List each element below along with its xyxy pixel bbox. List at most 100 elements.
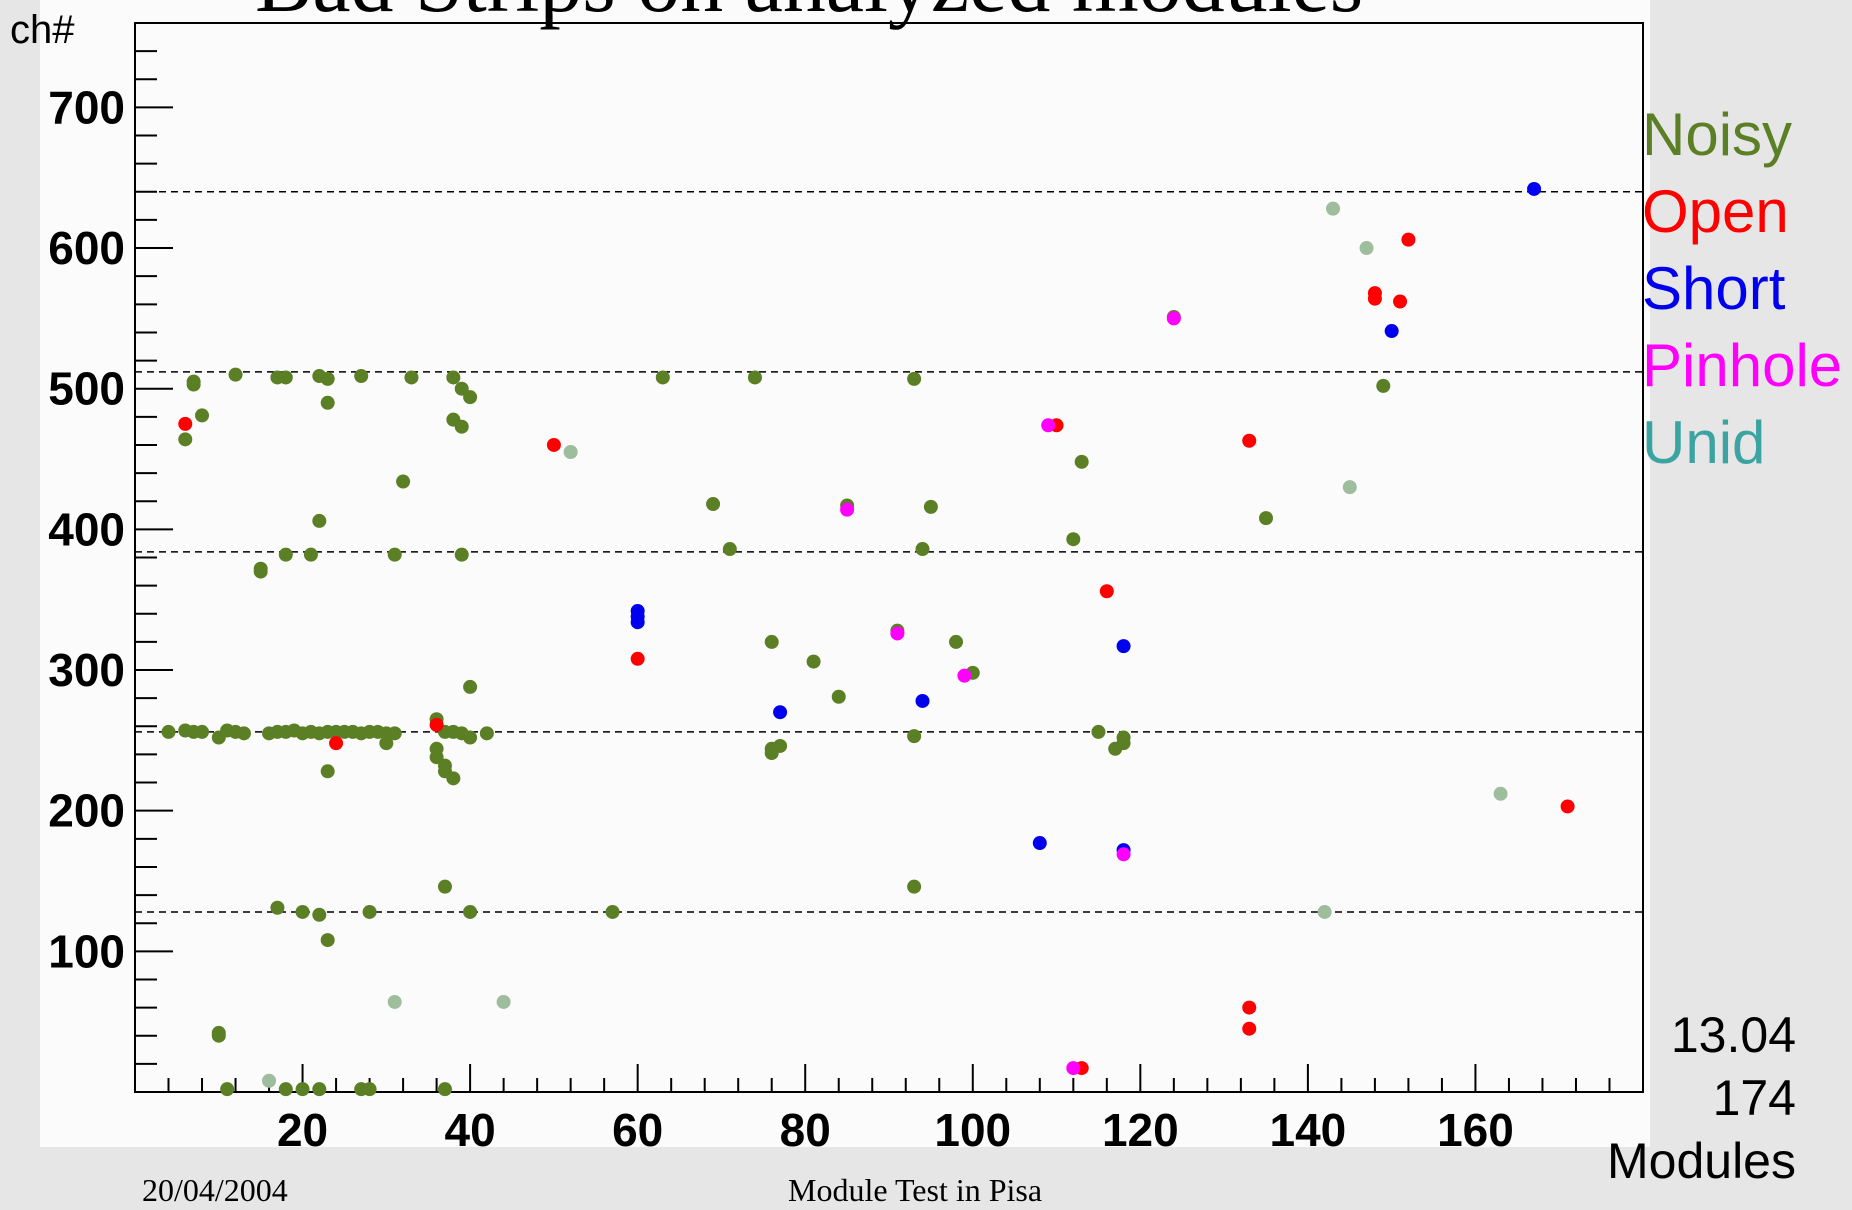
point-unid <box>1493 786 1508 801</box>
point-pinhole <box>1116 847 1131 862</box>
y-tick-label: 400 <box>48 503 125 555</box>
x-tick-label: 80 <box>780 1104 831 1156</box>
point-short <box>1527 181 1542 196</box>
point-unid <box>387 994 402 1009</box>
point-noisy <box>706 497 721 512</box>
point-short <box>773 705 788 720</box>
x-tick-label: 120 <box>1102 1104 1179 1156</box>
point-noisy <box>295 1082 310 1097</box>
plot-frame <box>134 22 1644 1093</box>
point-short <box>1384 324 1399 339</box>
data-points <box>161 181 1575 1097</box>
point-noisy <box>479 726 494 741</box>
point-open <box>1242 1000 1257 1015</box>
point-noisy <box>831 689 846 704</box>
point-noisy <box>320 371 335 386</box>
y-tick-label: 700 <box>48 81 125 133</box>
point-noisy <box>396 474 411 489</box>
point-open <box>429 717 444 732</box>
point-open <box>1560 799 1575 814</box>
y-tick-label: 600 <box>48 222 125 274</box>
legend-item-pinhole: Pinhole <box>1642 332 1843 399</box>
point-noisy <box>454 547 469 562</box>
point-noisy <box>923 499 938 514</box>
point-pinhole <box>890 626 905 641</box>
point-noisy <box>907 371 922 386</box>
point-open <box>178 416 193 431</box>
point-noisy <box>295 904 310 919</box>
point-noisy <box>655 370 670 385</box>
legend: Noisy Open Short Pinhole Unid <box>1642 96 1842 481</box>
point-noisy <box>1074 454 1089 469</box>
point-short <box>915 693 930 708</box>
point-noisy <box>463 730 478 745</box>
legend-item-short: Short <box>1642 255 1786 322</box>
info-count: 174 <box>1712 1070 1796 1126</box>
point-unid <box>262 1073 277 1088</box>
point-noisy <box>195 724 210 739</box>
point-open <box>1401 232 1416 247</box>
point-noisy <box>320 395 335 410</box>
point-noisy <box>303 547 318 562</box>
point-open <box>1242 433 1257 448</box>
x-tick-label: 160 <box>1437 1104 1514 1156</box>
point-noisy <box>446 370 461 385</box>
y-tick-label: 100 <box>48 925 125 977</box>
point-noisy <box>362 904 377 919</box>
point-short <box>630 615 645 630</box>
point-open <box>1367 291 1382 306</box>
point-open <box>329 736 344 751</box>
point-noisy <box>379 736 394 751</box>
point-noisy <box>320 764 335 779</box>
footer-date: 20/04/2004 <box>142 1172 288 1208</box>
point-noisy <box>1376 378 1391 393</box>
point-noisy <box>437 879 452 894</box>
point-short <box>1116 639 1131 654</box>
point-noisy <box>907 879 922 894</box>
point-noisy <box>915 542 930 557</box>
point-noisy <box>278 547 293 562</box>
point-unid <box>563 445 578 460</box>
point-noisy <box>228 367 243 382</box>
info-box: 13.04 174 Modules <box>1607 1004 1796 1193</box>
point-noisy <box>463 904 478 919</box>
point-noisy <box>186 377 201 392</box>
point-noisy <box>253 564 268 579</box>
reference-lines <box>135 191 1643 913</box>
point-noisy <box>463 679 478 694</box>
point-noisy <box>270 900 285 915</box>
point-noisy <box>764 634 779 649</box>
point-pinhole <box>1041 418 1056 433</box>
point-pinhole <box>1166 311 1181 326</box>
point-noisy <box>312 907 327 922</box>
footer-center: Module Test in Pisa <box>788 1172 1043 1208</box>
point-noisy <box>949 634 964 649</box>
point-unid <box>1342 480 1357 495</box>
point-noisy <box>312 513 327 528</box>
point-noisy <box>1116 730 1131 745</box>
y-tick-label: 300 <box>48 644 125 696</box>
point-noisy <box>312 1082 327 1097</box>
legend-item-unid: Unid <box>1642 409 1766 476</box>
y-axis-label: ch# <box>10 8 75 52</box>
point-noisy <box>178 432 193 447</box>
point-noisy <box>161 724 176 739</box>
x-axis-label: Modules <box>1607 1133 1796 1189</box>
y-tick-label: 200 <box>48 785 125 837</box>
point-noisy <box>278 370 293 385</box>
point-unid <box>496 994 511 1009</box>
y-tick-label: 500 <box>48 363 125 415</box>
info-value: 13.04 <box>1670 1007 1796 1063</box>
point-unid <box>1317 904 1332 919</box>
x-axis: 20 40 60 80 100 120 140 160 <box>167 1064 1644 1156</box>
x-tick-label: 140 <box>1270 1104 1347 1156</box>
point-unid <box>1326 201 1341 216</box>
y-axis: 100 200 300 400 500 600 700 <box>48 22 173 1065</box>
point-noisy <box>605 904 620 919</box>
point-noisy <box>387 547 402 562</box>
point-noisy <box>195 408 210 423</box>
point-pinhole <box>957 668 972 683</box>
point-short <box>1032 836 1047 851</box>
point-noisy <box>747 370 762 385</box>
